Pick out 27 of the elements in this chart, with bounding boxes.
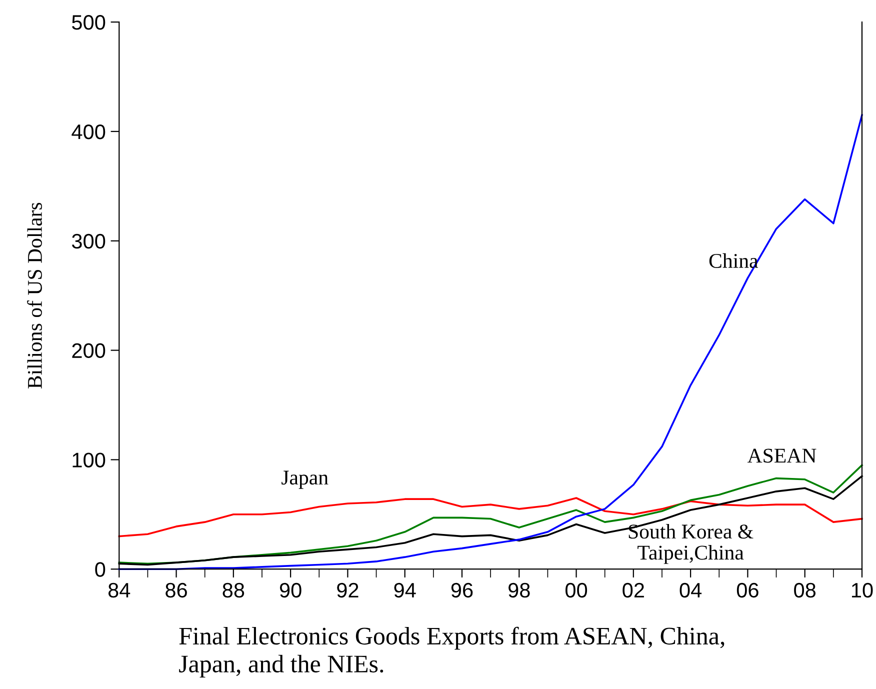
y-axis-title: Billions of US Dollars [27, 202, 42, 388]
y-tick-label: 300 [72, 234, 106, 249]
x-tick-label: 86 [166, 582, 187, 598]
x-tick-label: 96 [451, 582, 473, 598]
series-label: Japan [282, 470, 328, 489]
y-tick-label: 200 [72, 343, 106, 358]
x-tick-label: 10 [852, 582, 873, 598]
x-tick-label: 84 [108, 582, 130, 598]
x-tick-label: 00 [566, 582, 588, 598]
x-axis-title: Final Electronics Goods Exports from ASEAN, China, Japan, and the NIEs. [179, 626, 724, 678]
x-tick-label: 98 [508, 582, 530, 598]
x-tick-label: 04 [680, 582, 702, 598]
series-label: South Korea & Taipei,China [628, 524, 754, 564]
x-tick-label: 90 [280, 582, 302, 598]
x-tick-label: 02 [622, 582, 644, 598]
y-tick-label: 100 [72, 452, 106, 468]
x-tick-label: 92 [337, 582, 358, 598]
x-tick-label: 88 [222, 582, 244, 598]
x-tick-label: 06 [736, 582, 758, 598]
y-tick-label: 0 [95, 562, 106, 577]
line-series [118, 497, 863, 538]
series-label: ASEAN [747, 448, 816, 463]
y-tick-label: 500 [72, 15, 106, 30]
x-tick-label: 08 [794, 582, 816, 598]
y-tick-label: 400 [72, 124, 106, 140]
x-tick-label: 94 [394, 582, 416, 598]
series-label: China [709, 253, 758, 268]
